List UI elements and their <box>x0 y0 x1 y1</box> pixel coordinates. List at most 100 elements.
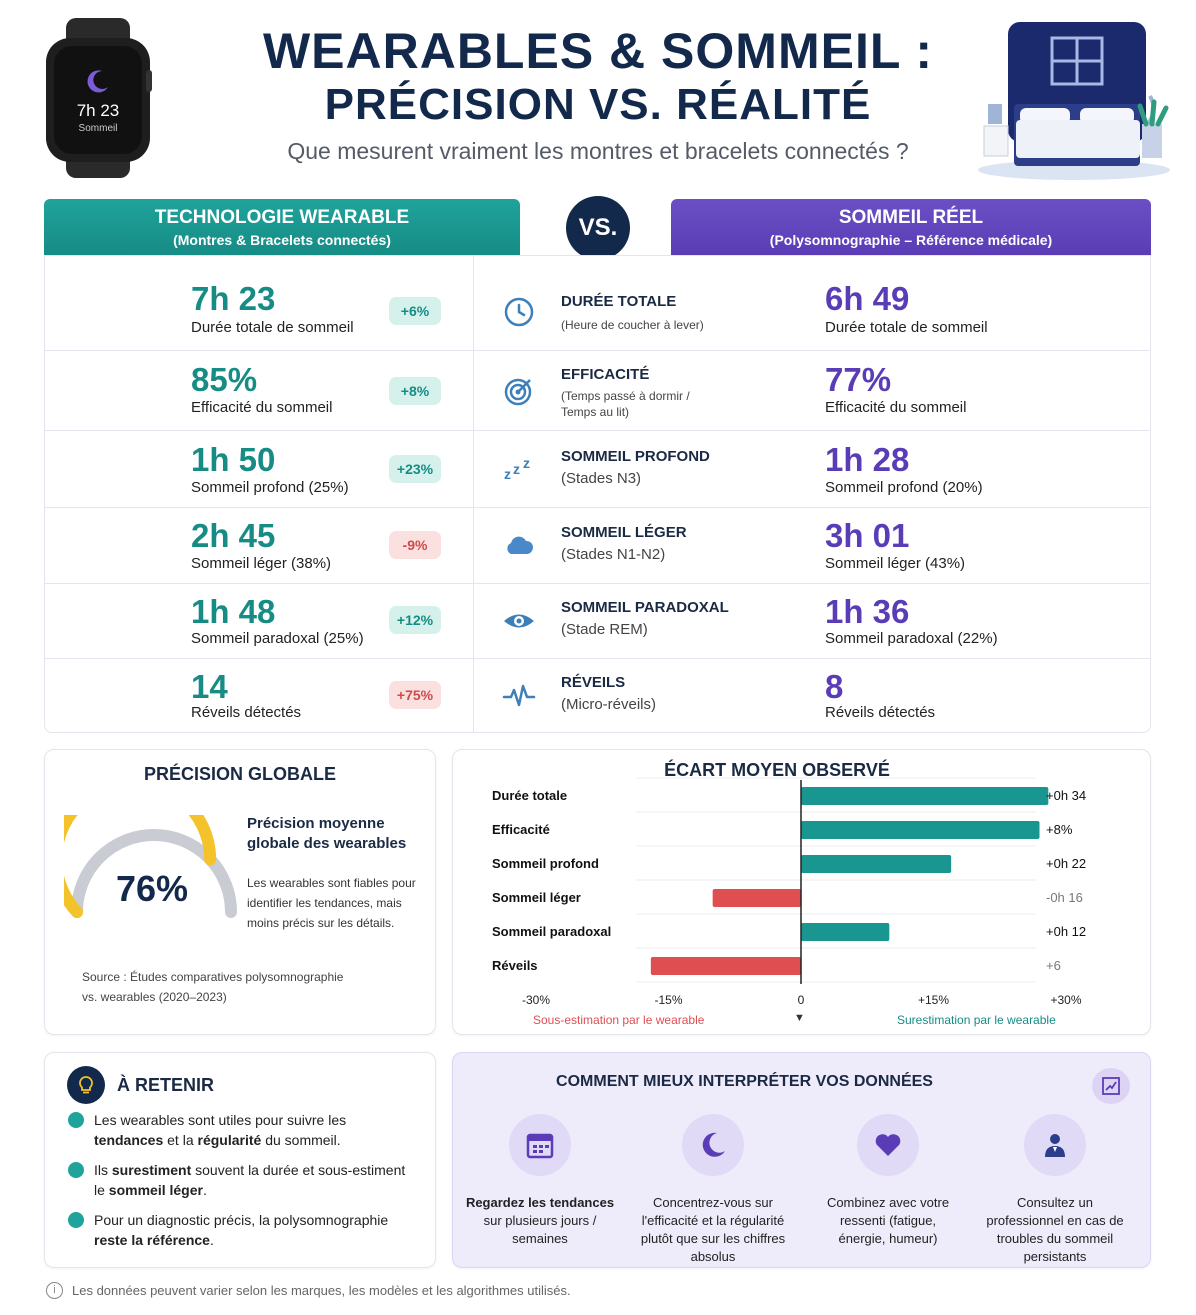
source-line1: Source : Études comparatives polysomnogr… <box>82 970 344 984</box>
precision-desc-line1: Les wearables sont fiables pour <box>247 876 416 890</box>
precision-description: Les wearables sont fiables pour identifi… <box>247 873 416 933</box>
real-label: Sommeil profond (20%) <box>825 479 983 496</box>
tip-line: semaines <box>512 1231 568 1246</box>
real-value: 8 <box>825 668 844 705</box>
calendar-icon <box>509 1114 571 1176</box>
real-label: Réveils détectés <box>825 704 936 721</box>
comparison-table: 7h 23 Durée totale de sommeil +6% DURÉE … <box>44 255 1151 733</box>
wearable-value: 7h 23 <box>191 280 276 317</box>
tips-title: COMMENT MIEUX INTERPRÉTER VOS DONNÉES <box>556 1073 933 1090</box>
chart-bar <box>801 855 952 873</box>
chart-category-label: Efficacité <box>492 822 550 837</box>
retain-bold: régularité <box>197 1132 262 1148</box>
real-value: 1h 36 <box>825 593 910 630</box>
chart-bar <box>801 923 890 941</box>
retain-text: du sommeil. <box>261 1132 341 1148</box>
moon-icon <box>682 1114 744 1176</box>
chart-value-label: +0h 12 <box>1046 924 1087 939</box>
tip-line: Concentrez-vous sur <box>653 1195 773 1210</box>
wearable-label: Sommeil profond (25%) <box>191 479 349 496</box>
chart-value-label: +6 <box>1046 958 1061 973</box>
tip-line: plutôt que sur les chiffres <box>640 1231 786 1246</box>
metric-description: (Stades N1-N2) <box>561 546 666 563</box>
metric-name: SOMMEIL PROFOND <box>561 448 710 465</box>
chart-category-label: Sommeil paradoxal <box>492 924 612 939</box>
footer-note: Les données peuvent varier selon les mar… <box>72 1283 571 1298</box>
watch-crown <box>146 70 152 92</box>
chart-value-label: +8% <box>1046 822 1073 837</box>
metric-name: EFFICACITÉ <box>561 366 650 383</box>
real-value: 3h 01 <box>825 517 910 554</box>
precision-card <box>44 749 436 1035</box>
retain-bold: surestiment <box>111 1162 192 1178</box>
metric-description: (Micro-réveils) <box>561 696 656 713</box>
real-value: 1h 28 <box>825 441 910 478</box>
metric-description-line2: Temps au lit) <box>561 405 630 419</box>
lightbulb-icon <box>67 1066 105 1104</box>
precision-title: PRÉCISION GLOBALE <box>143 764 336 784</box>
metric-name: SOMMEIL PARADOXAL <box>561 599 729 616</box>
wearable-label: Sommeil paradoxal (25%) <box>191 630 364 647</box>
retain-text: . <box>202 1182 207 1198</box>
wearable-value: 14 <box>191 668 228 705</box>
difference-badge: +6% <box>389 297 441 325</box>
watch-time: 7h 23 <box>76 100 120 120</box>
metric-name: SOMMEIL LÉGER <box>561 524 687 541</box>
tip-line: l'efficacité et la régularité <box>641 1213 785 1228</box>
table-row-light-sleep: 2h 45 Sommeil léger (38%) -9% SOMMEIL LÉ… <box>45 508 1150 584</box>
precision-heading-line1: Précision moyenne <box>247 815 385 832</box>
chart-title: ÉCART MOYEN OBSERVÉ <box>664 760 890 780</box>
real-value: 77% <box>825 361 892 398</box>
precision-gauge <box>64 815 237 918</box>
tip-professional: Consultez un professionnel en cas de troub… <box>975 1114 1135 1266</box>
tip-line: Regardez les tendances <box>465 1195 615 1210</box>
wearable-value: 1h 50 <box>191 441 276 478</box>
eye-icon <box>501 603 537 639</box>
chart-tick-label: -30% <box>521 993 550 1007</box>
chart-trend-icon[interactable] <box>1092 1068 1130 1104</box>
heart-icon <box>857 1114 919 1176</box>
real-sleep-column-subtitle: (Polysomnographie – Référence médicale) <box>769 232 1053 248</box>
precision-heading: Précision moyenne globale des wearables <box>247 814 406 854</box>
chart-bar <box>712 889 801 907</box>
real-value: 6h 49 <box>825 280 910 317</box>
chart-arrow-icon: ▼ <box>794 1012 805 1024</box>
check-icon <box>68 1212 84 1228</box>
metric-description: (Stades N3) <box>561 470 642 487</box>
metric-description: (Temps passé à dormir / <box>561 389 690 403</box>
wearable-label: Réveils détectés <box>191 704 302 721</box>
real-sleep-column-header: SOMMEIL RÉEL (Polysomnographie – Référen… <box>671 199 1151 255</box>
real-sleep-column-title: SOMMEIL RÉEL <box>838 207 984 228</box>
chart-category-label: Durée totale <box>492 788 568 803</box>
target-icon <box>501 373 537 409</box>
precision-desc-line3: moins précis sur les détails. <box>247 916 395 930</box>
difference-badge: +23% <box>389 455 441 483</box>
wearable-column-title: TECHNOLOGIE WEARABLE <box>154 207 410 228</box>
retain-bold: sommeil léger <box>108 1182 203 1198</box>
chart-value-label: -0h 16 <box>1046 890 1083 905</box>
chart-value-label: +0h 22 <box>1046 856 1087 871</box>
tip-line: persistants <box>1023 1249 1087 1264</box>
metric-name: DURÉE TOTALE <box>561 293 677 310</box>
tip-line: énergie, humeur) <box>838 1231 938 1246</box>
tip-line: Consultez un <box>1017 1195 1093 1210</box>
real-label: Sommeil paradoxal (22%) <box>825 630 998 647</box>
chart-bar <box>650 957 801 975</box>
cloud-icon <box>501 528 537 564</box>
moon-icon <box>87 69 108 92</box>
bedroom-illustration <box>978 22 1170 180</box>
source-line2: vs. wearables (2020–2023) <box>82 990 227 1004</box>
page-title-line1: WEARABLES & SOMMEIL : <box>262 23 934 79</box>
chart-bar <box>801 787 1049 805</box>
wearable-value: 85% <box>191 361 258 398</box>
chart-tick-label: 0 <box>797 993 805 1007</box>
wearable-label: Efficacité du sommeil <box>191 399 333 416</box>
metric-name: RÉVEILS <box>561 674 626 691</box>
retain-text: Ils <box>94 1162 112 1178</box>
retain-text: et la <box>163 1132 198 1148</box>
chart-category-label: Sommeil profond <box>492 856 599 871</box>
chart-category-label: Réveils <box>492 958 538 973</box>
wearable-column-subtitle: (Montres & Bracelets connectés) <box>173 232 391 248</box>
svg-text:z: z <box>513 461 520 477</box>
